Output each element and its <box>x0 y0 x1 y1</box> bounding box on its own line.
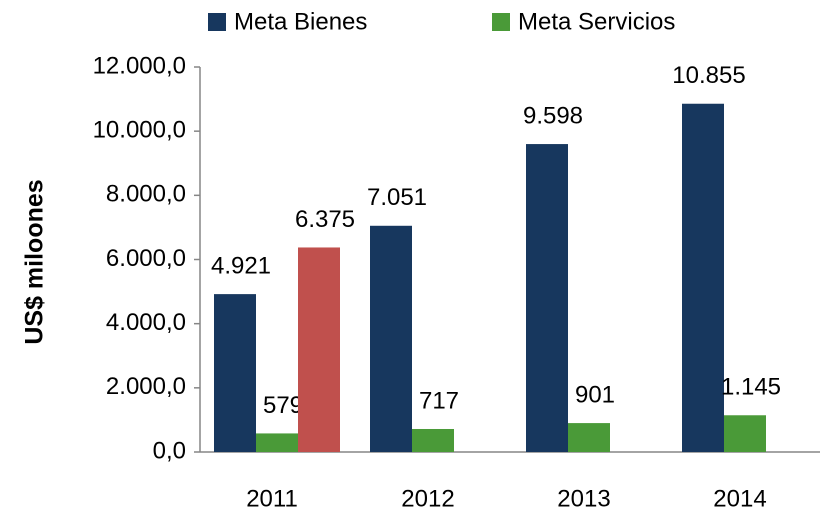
y-tick-label: 4.000,0 <box>106 309 186 336</box>
y-tick-label: 2.000,0 <box>106 373 186 400</box>
x-tick-label: 2014 <box>713 485 766 512</box>
bar <box>412 428 454 452</box>
value-label: 717 <box>419 387 459 414</box>
x-tick-label: 2011 <box>246 485 298 512</box>
value-label: 9.598 <box>523 102 583 129</box>
value-label: 6.375 <box>295 206 355 233</box>
value-label: 1.145 <box>721 374 781 401</box>
value-label: 10.855 <box>672 62 745 89</box>
legend-label: Meta Bienes <box>234 8 367 35</box>
bar <box>214 294 256 452</box>
value-label: 7.051 <box>367 184 427 211</box>
y-axis-title: US$ miloones <box>21 179 49 344</box>
value-label: 4.921 <box>211 252 271 279</box>
y-tick-label: 6.000,0 <box>106 245 186 272</box>
bar <box>370 225 412 452</box>
bar <box>682 103 724 453</box>
x-tick-label: 2013 <box>557 485 610 512</box>
y-tick-label: 10.000,0 <box>93 117 186 144</box>
y-tick-label: 12.000,0 <box>93 52 186 79</box>
bar <box>724 415 766 452</box>
bar <box>298 247 340 452</box>
bar <box>568 423 610 452</box>
value-label: 901 <box>575 381 615 408</box>
bar <box>256 433 298 452</box>
legend-swatch <box>208 13 226 31</box>
legend-label: Meta Servicios <box>518 8 675 35</box>
y-tick-label: 0,0 <box>153 437 186 464</box>
legend-swatch <box>492 13 510 31</box>
bar <box>526 144 568 453</box>
y-tick-label: 8.000,0 <box>106 181 186 208</box>
value-label: 579 <box>263 392 303 419</box>
x-tick-label: 2012 <box>401 485 454 512</box>
